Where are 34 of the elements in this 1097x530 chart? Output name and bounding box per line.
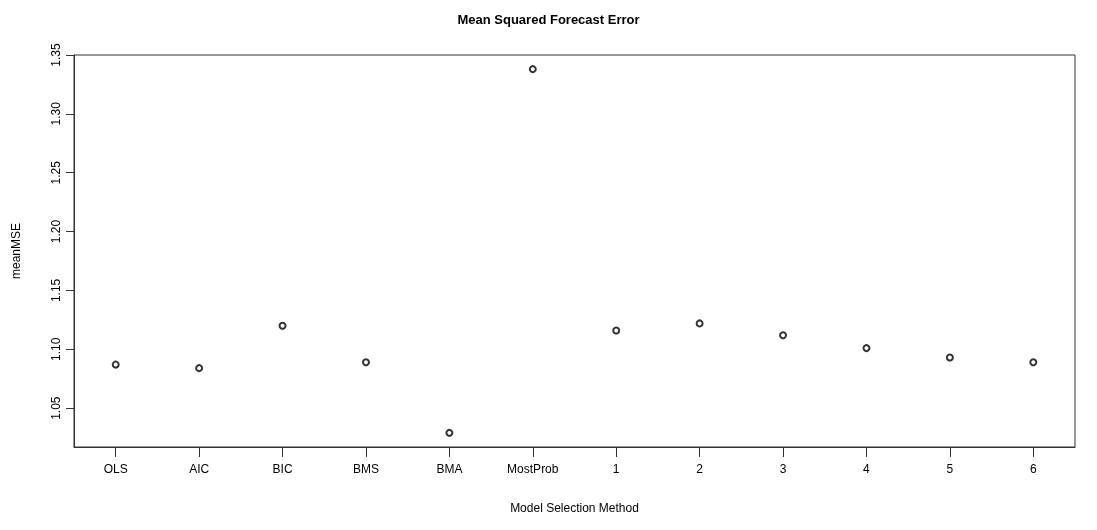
x-tick-label: AIC	[189, 462, 210, 476]
y-tick-label: 1.15	[49, 278, 63, 303]
point	[1029, 358, 1038, 367]
x-tick-label: BMA	[436, 462, 463, 476]
x-tick-label: BIC	[272, 462, 293, 476]
x-axis-title: Model Selection Method	[510, 501, 639, 515]
x-tick-label: 6	[1029, 462, 1037, 476]
x-tick-label: MostProb	[507, 462, 559, 476]
point	[445, 428, 454, 437]
x-tick-label: 4	[863, 462, 871, 476]
x-tick-label: 1	[612, 462, 620, 476]
point	[862, 344, 871, 353]
point	[278, 321, 287, 330]
x-tick-label: 5	[946, 462, 954, 476]
y-tick-label: 1.20	[49, 219, 63, 244]
y-tick-label: 1.30	[49, 101, 63, 126]
point	[612, 326, 621, 335]
point	[195, 364, 204, 373]
y-axis-title: meanMSE	[9, 222, 23, 280]
chart-title: Mean Squared Forecast Error	[457, 12, 640, 27]
x-tick-label: 2	[696, 462, 704, 476]
y-tick-label: 1.05	[49, 396, 63, 420]
point	[111, 360, 120, 369]
x-tick-label: 3	[779, 462, 787, 476]
point	[695, 319, 704, 328]
x-tick-label: BMS	[352, 462, 379, 476]
y-tick-label: 1.10	[49, 337, 63, 361]
x-tick-label: OLS	[103, 462, 128, 476]
point	[361, 358, 370, 367]
y-tick-label: 1.25	[49, 160, 63, 185]
y-tick-label: 1.35	[49, 43, 63, 67]
point	[779, 331, 788, 340]
point	[528, 65, 537, 74]
point	[945, 353, 954, 362]
